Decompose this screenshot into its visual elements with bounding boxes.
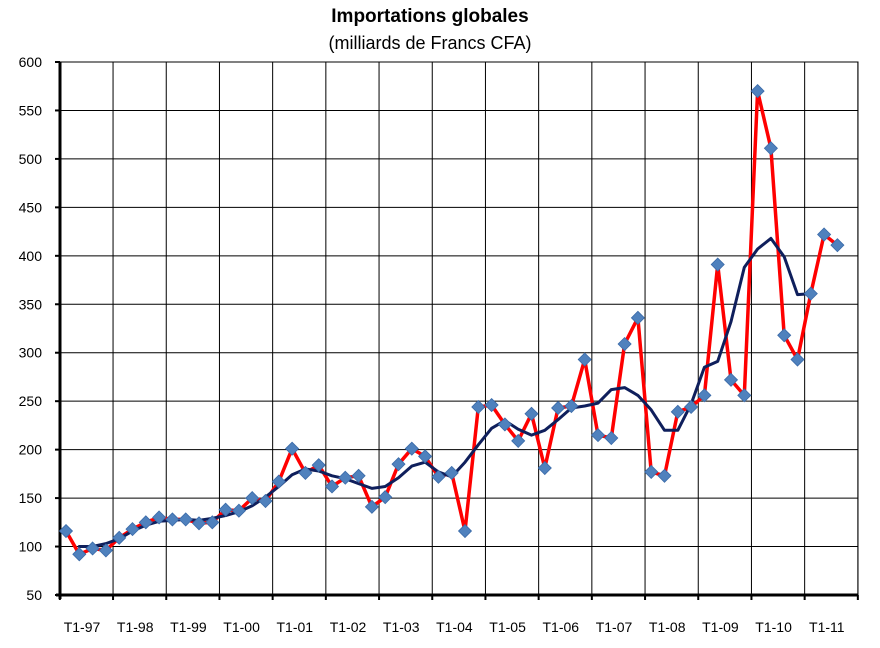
data-point bbox=[205, 515, 220, 530]
data-point bbox=[258, 493, 273, 509]
data-point bbox=[285, 441, 300, 456]
y-tick-label: 500 bbox=[19, 151, 43, 167]
x-tick-label: T1-11 bbox=[809, 619, 845, 635]
data-point bbox=[617, 336, 632, 352]
data-point bbox=[152, 510, 167, 525]
y-tick-label: 450 bbox=[19, 199, 43, 215]
data-point bbox=[431, 469, 446, 484]
data-point bbox=[723, 372, 739, 387]
x-tick-label: T1-98 bbox=[117, 619, 154, 635]
data-point bbox=[763, 141, 778, 156]
x-tick-label: T1-04 bbox=[436, 619, 473, 635]
x-tick-label: T1-07 bbox=[596, 619, 633, 635]
y-tick-label: 250 bbox=[19, 393, 43, 409]
data-point bbox=[218, 502, 233, 517]
data-point bbox=[790, 352, 805, 367]
x-tick-label: T1-05 bbox=[489, 619, 526, 635]
y-tick-label: 550 bbox=[19, 102, 43, 118]
x-tick-label: T1-09 bbox=[702, 619, 739, 635]
x-tick-label: T1-97 bbox=[64, 619, 101, 635]
data-point bbox=[564, 398, 579, 414]
data-point bbox=[657, 468, 672, 483]
data-point bbox=[484, 397, 499, 413]
data-point bbox=[497, 417, 512, 432]
data-point bbox=[98, 543, 113, 558]
data-point bbox=[710, 257, 725, 272]
data-point bbox=[72, 547, 87, 562]
data-point bbox=[191, 516, 207, 531]
x-tick-label: T1-01 bbox=[277, 619, 314, 635]
x-tick-label: T1-00 bbox=[223, 619, 260, 635]
series-line-quarterly bbox=[64, 89, 840, 557]
axes bbox=[55, 61, 859, 600]
data-point bbox=[803, 286, 818, 301]
data-point bbox=[604, 430, 619, 446]
plot-area bbox=[59, 61, 859, 596]
data-point bbox=[138, 515, 153, 530]
x-tick-label: T1-02 bbox=[330, 619, 367, 635]
x-tick-label: T1-10 bbox=[755, 619, 792, 635]
data-point bbox=[444, 465, 459, 480]
y-tick-label: 400 bbox=[19, 248, 43, 264]
data-point bbox=[777, 328, 792, 343]
x-tick-label: T1-03 bbox=[383, 619, 420, 635]
data-point bbox=[511, 433, 526, 448]
data-point bbox=[324, 479, 340, 494]
x-tick-label: T1-99 bbox=[170, 619, 207, 635]
data-point bbox=[338, 470, 353, 485]
data-point bbox=[817, 227, 832, 242]
data-point bbox=[684, 399, 699, 415]
gridlines bbox=[59, 61, 859, 596]
data-point bbox=[178, 512, 193, 527]
data-point bbox=[750, 84, 765, 99]
data-point bbox=[378, 490, 393, 505]
data-point bbox=[524, 406, 539, 421]
data-point bbox=[418, 449, 433, 464]
chart-title: Importations globales bbox=[331, 6, 529, 27]
y-tick-label: 150 bbox=[19, 490, 43, 506]
data-point bbox=[125, 522, 140, 537]
data-point bbox=[577, 352, 592, 367]
y-tick-label: 350 bbox=[19, 296, 43, 312]
data-point bbox=[298, 465, 313, 480]
x-tick-label: T1-08 bbox=[649, 619, 686, 635]
data-point bbox=[165, 512, 180, 527]
y-tick-label: 200 bbox=[19, 442, 43, 458]
data-point bbox=[737, 388, 752, 403]
y-tick-label: 600 bbox=[19, 54, 43, 70]
y-tick-label: 100 bbox=[19, 539, 43, 555]
data-point bbox=[112, 530, 127, 545]
tick-labels: 50 100 150 200 250 300 350 400 450 500 550 600 T1-97… bbox=[19, 54, 845, 635]
data-point bbox=[644, 464, 659, 479]
x-tick-label: T1-06 bbox=[543, 619, 580, 635]
data-point bbox=[404, 441, 419, 456]
chart-subtitle: (milliards de Francs CFA) bbox=[328, 33, 532, 53]
data-point bbox=[471, 399, 486, 415]
data-point bbox=[245, 491, 260, 506]
data-markers bbox=[58, 84, 845, 562]
data-point bbox=[231, 503, 246, 518]
series-lines bbox=[64, 89, 840, 557]
data-point bbox=[630, 310, 645, 325]
y-tick-label: 300 bbox=[19, 345, 43, 361]
data-point bbox=[311, 458, 326, 473]
data-point bbox=[58, 523, 74, 539]
data-point bbox=[85, 541, 100, 556]
data-point bbox=[391, 457, 406, 472]
data-point bbox=[537, 460, 552, 476]
data-point bbox=[351, 468, 366, 483]
data-point bbox=[364, 499, 379, 514]
data-point bbox=[551, 400, 566, 416]
data-point bbox=[830, 238, 845, 253]
data-point bbox=[457, 523, 473, 539]
data-point bbox=[670, 404, 685, 419]
data-point bbox=[697, 388, 712, 403]
data-point bbox=[271, 474, 286, 489]
y-tick-label: 50 bbox=[26, 587, 42, 603]
data-point bbox=[590, 428, 606, 443]
